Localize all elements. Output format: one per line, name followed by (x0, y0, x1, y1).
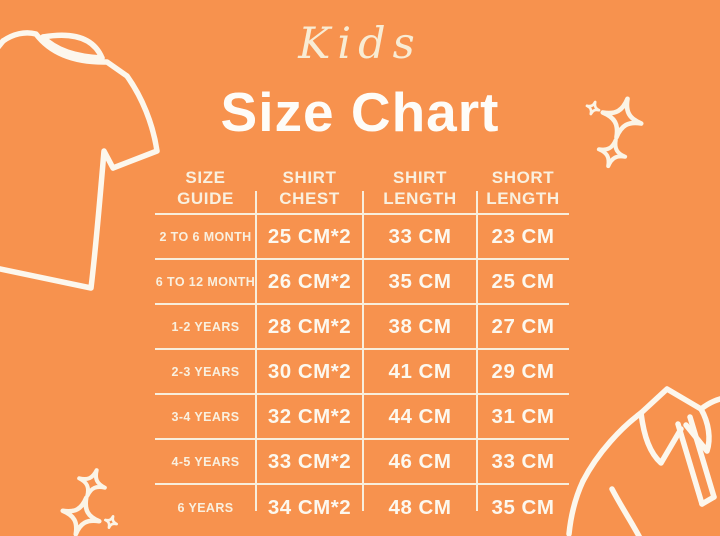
table-header-row: SIZE GUIDE SHIRT CHEST SHIRT LENGTH SHOR… (155, 163, 569, 215)
polo-shirt-icon (566, 386, 720, 536)
short-length-value: 23 CM (491, 224, 555, 248)
short-length-value: 27 CM (491, 314, 555, 338)
table-row: 6 YEARS 34 CM*2 48 CM 35 CM (155, 485, 569, 530)
short-length-value: 29 CM (491, 359, 555, 383)
sparkles-bottom-left-icon (60, 468, 118, 536)
column-divider (362, 191, 364, 511)
header-shirt-length: SHIRT LENGTH (383, 168, 457, 208)
header-size-guide: SIZE GUIDE (177, 168, 234, 208)
shirt-length-value: 46 CM (388, 449, 452, 473)
shirt-chest-value: 33 CM*2 (267, 449, 352, 473)
page-title: Size Chart (220, 81, 500, 143)
column-divider (255, 191, 257, 511)
row-label: 2-3 YEARS (171, 364, 240, 379)
shirt-chest-value: 25 CM*2 (267, 224, 352, 248)
header-short-length: SHORT LENGTH (486, 168, 560, 208)
short-length-value: 35 CM (491, 495, 555, 519)
shirt-length-value: 33 CM (388, 224, 452, 248)
shirt-length-value: 35 CM (388, 269, 452, 293)
tshirt-icon (0, 30, 160, 291)
shirt-length-value: 48 CM (388, 495, 452, 519)
shirt-length-value: 38 CM (388, 314, 452, 338)
short-length-value: 25 CM (491, 269, 555, 293)
shirt-chest-value: 30 CM*2 (267, 359, 352, 383)
shirt-chest-value: 32 CM*2 (267, 404, 352, 428)
row-label: 2 TO 6 MONTH (159, 229, 252, 244)
header-shirt-chest: SHIRT CHEST (279, 168, 340, 208)
size-table: SIZE GUIDE SHIRT CHEST SHIRT LENGTH SHOR… (155, 163, 569, 530)
row-label: 6 YEARS (177, 500, 234, 515)
short-length-value: 33 CM (491, 449, 555, 473)
brand-script-title: Kids (298, 19, 422, 69)
short-length-value: 31 CM (491, 404, 555, 428)
column-divider (476, 191, 478, 511)
row-label: 6 TO 12 MONTH (155, 274, 256, 289)
row-label: 3-4 YEARS (171, 409, 240, 424)
shirt-length-value: 41 CM (388, 359, 452, 383)
table-row: 4-5 YEARS 33 CM*2 46 CM 33 CM (155, 440, 569, 485)
shirt-chest-value: 28 CM*2 (267, 314, 352, 338)
row-label: 1-2 YEARS (171, 319, 240, 334)
shirt-length-value: 44 CM (388, 404, 452, 428)
shirt-chest-value: 26 CM*2 (267, 269, 352, 293)
row-label: 4-5 YEARS (171, 454, 240, 469)
shirt-chest-value: 34 CM*2 (267, 495, 352, 519)
